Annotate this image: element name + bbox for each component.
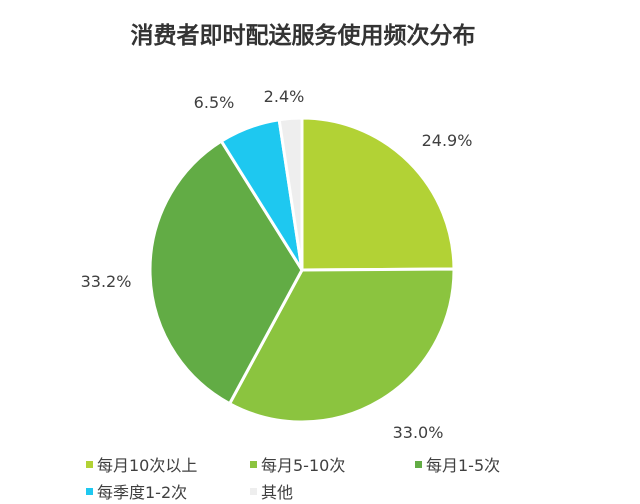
legend-item: 其他 [250, 479, 293, 503]
legend-label: 其他 [261, 483, 294, 502]
data-label: 2.4% [264, 87, 305, 106]
legend-swatch [415, 460, 422, 468]
data-label: 24.9% [422, 131, 473, 150]
legend-item: 每月1-5次 [415, 452, 500, 476]
legend-label: 每月5-10次 [261, 456, 346, 475]
data-label: 33.2% [81, 272, 132, 291]
legend-item: 每月10次以上 [86, 452, 197, 476]
pie-slice [277, 116, 304, 271]
legend-label: 每月1-5次 [426, 456, 501, 475]
data-label: 33.0% [393, 423, 444, 442]
legend-item: 每季度1-2次 [86, 479, 187, 503]
legend-label: 每月10次以上 [97, 456, 198, 475]
legend-swatch [86, 460, 93, 468]
legend-swatch [250, 460, 257, 468]
legend-label: 每季度1-2次 [97, 483, 188, 502]
pie-slice [300, 116, 456, 272]
pie-slice [148, 139, 304, 406]
pie-slice [227, 267, 456, 424]
legend-item: 每月5-10次 [250, 452, 345, 476]
chart-title: 消费者即时配送服务使用频次分布 [130, 23, 476, 49]
legend-swatch [250, 487, 257, 495]
legend-swatch [86, 487, 93, 495]
data-label: 6.5% [194, 93, 235, 112]
